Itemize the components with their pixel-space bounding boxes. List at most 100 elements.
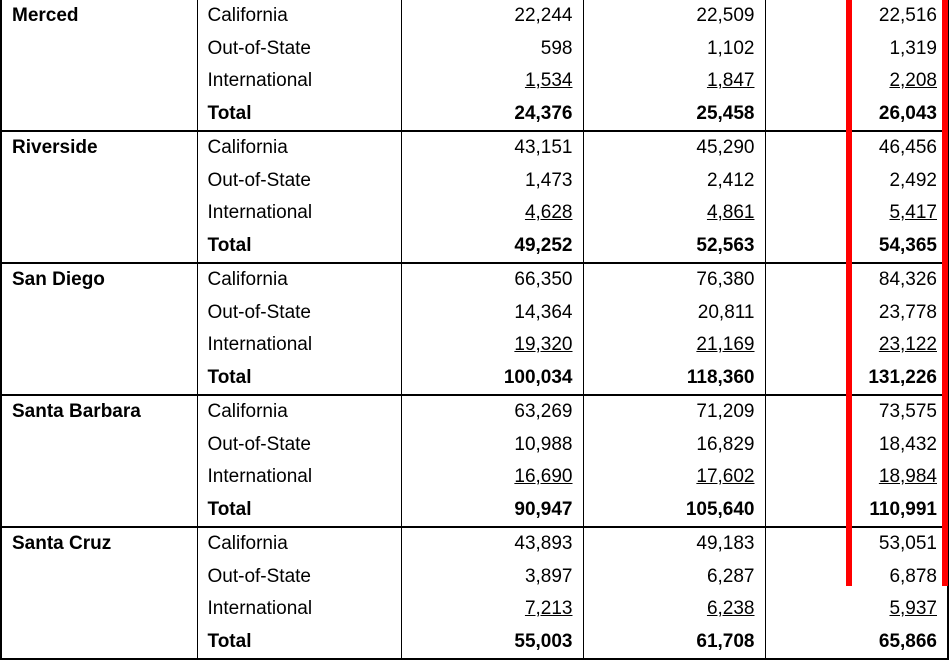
value-cell: 24,376 xyxy=(401,98,583,132)
value-cell: 2,492 xyxy=(765,165,948,198)
value-cell: 22,516 xyxy=(765,0,948,33)
value-cell: 1,319 xyxy=(765,33,948,66)
value-cell: 16,690 xyxy=(401,461,583,494)
category-cell: Out-of-State xyxy=(197,429,401,462)
value-cell: 55,003 xyxy=(401,626,583,660)
value-cell: 7,213 xyxy=(401,593,583,626)
value-cell: 76,380 xyxy=(583,263,765,297)
table-row: Total90,947105,640110,991 xyxy=(1,494,948,528)
campus-cell xyxy=(1,461,197,494)
category-cell: Total xyxy=(197,494,401,528)
value-cell: 23,778 xyxy=(765,297,948,330)
value-cell: 100,034 xyxy=(401,362,583,396)
campus-cell xyxy=(1,362,197,396)
campus-cell xyxy=(1,329,197,362)
table-row: International16,69017,60218,984 xyxy=(1,461,948,494)
value-cell: 22,244 xyxy=(401,0,583,33)
value-cell: 1,102 xyxy=(583,33,765,66)
campus-cell: Merced xyxy=(1,0,197,33)
campus-cell xyxy=(1,65,197,98)
value-cell: 18,984 xyxy=(765,461,948,494)
campus-cell xyxy=(1,230,197,264)
category-cell: Out-of-State xyxy=(197,165,401,198)
value-cell: 84,326 xyxy=(765,263,948,297)
value-cell: 5,937 xyxy=(765,593,948,626)
category-cell: International xyxy=(197,593,401,626)
category-cell: International xyxy=(197,329,401,362)
value-cell: 18,432 xyxy=(765,429,948,462)
value-cell: 43,151 xyxy=(401,131,583,165)
category-cell: California xyxy=(197,395,401,429)
table-row: Out-of-State5981,1021,319 xyxy=(1,33,948,66)
value-cell: 4,628 xyxy=(401,197,583,230)
value-cell: 14,364 xyxy=(401,297,583,330)
value-cell: 16,829 xyxy=(583,429,765,462)
category-cell: California xyxy=(197,263,401,297)
value-cell: 118,360 xyxy=(583,362,765,396)
category-cell: International xyxy=(197,65,401,98)
value-cell: 54,365 xyxy=(765,230,948,264)
value-cell: 19,320 xyxy=(401,329,583,362)
value-cell: 49,252 xyxy=(401,230,583,264)
value-cell: 131,226 xyxy=(765,362,948,396)
campus-cell xyxy=(1,626,197,660)
table-container: MercedCalifornia22,24422,50922,516Out-of… xyxy=(0,0,949,586)
table-row: International1,5341,8472,208 xyxy=(1,65,948,98)
campus-cell xyxy=(1,561,197,594)
value-cell: 105,640 xyxy=(583,494,765,528)
campus-cell: Santa Cruz xyxy=(1,527,197,561)
value-cell: 3,897 xyxy=(401,561,583,594)
value-cell: 5,417 xyxy=(765,197,948,230)
category-cell: California xyxy=(197,0,401,33)
table-row: MercedCalifornia22,24422,50922,516 xyxy=(1,0,948,33)
table-row: Out-of-State14,36420,81123,778 xyxy=(1,297,948,330)
campus-cell xyxy=(1,494,197,528)
value-cell: 110,991 xyxy=(765,494,948,528)
category-cell: Out-of-State xyxy=(197,561,401,594)
campus-cell: San Diego xyxy=(1,263,197,297)
value-cell: 49,183 xyxy=(583,527,765,561)
campus-cell xyxy=(1,197,197,230)
value-cell: 65,866 xyxy=(765,626,948,660)
table-row: Out-of-State3,8976,2876,878 xyxy=(1,561,948,594)
table-row: Out-of-State10,98816,82918,432 xyxy=(1,429,948,462)
value-cell: 52,563 xyxy=(583,230,765,264)
value-cell: 17,602 xyxy=(583,461,765,494)
campus-cell xyxy=(1,165,197,198)
value-cell: 26,043 xyxy=(765,98,948,132)
value-cell: 43,893 xyxy=(401,527,583,561)
value-cell: 23,122 xyxy=(765,329,948,362)
table-row: RiversideCalifornia43,15145,29046,456 xyxy=(1,131,948,165)
table-row: Total24,37625,45826,043 xyxy=(1,98,948,132)
value-cell: 61,708 xyxy=(583,626,765,660)
value-cell: 63,269 xyxy=(401,395,583,429)
value-cell: 4,861 xyxy=(583,197,765,230)
value-cell: 25,458 xyxy=(583,98,765,132)
category-cell: Total xyxy=(197,362,401,396)
table-row: International4,6284,8615,417 xyxy=(1,197,948,230)
campus-cell xyxy=(1,297,197,330)
value-cell: 73,575 xyxy=(765,395,948,429)
value-cell: 1,534 xyxy=(401,65,583,98)
value-cell: 53,051 xyxy=(765,527,948,561)
value-cell: 1,473 xyxy=(401,165,583,198)
table-row: International19,32021,16923,122 xyxy=(1,329,948,362)
campus-cell xyxy=(1,33,197,66)
campus-cell xyxy=(1,98,197,132)
value-cell: 598 xyxy=(401,33,583,66)
category-cell: Total xyxy=(197,98,401,132)
campus-cell: Riverside xyxy=(1,131,197,165)
category-cell: California xyxy=(197,527,401,561)
table-row: Santa CruzCalifornia43,89349,18353,051 xyxy=(1,527,948,561)
table-row: Total55,00361,70865,866 xyxy=(1,626,948,660)
category-cell: Total xyxy=(197,626,401,660)
category-cell: International xyxy=(197,461,401,494)
value-cell: 10,988 xyxy=(401,429,583,462)
value-cell: 45,290 xyxy=(583,131,765,165)
category-cell: Out-of-State xyxy=(197,297,401,330)
table-row: Total49,25252,56354,365 xyxy=(1,230,948,264)
applications-table: MercedCalifornia22,24422,50922,516Out-of… xyxy=(0,0,949,660)
value-cell: 46,456 xyxy=(765,131,948,165)
campus-cell xyxy=(1,593,197,626)
table-row: Total100,034118,360131,226 xyxy=(1,362,948,396)
